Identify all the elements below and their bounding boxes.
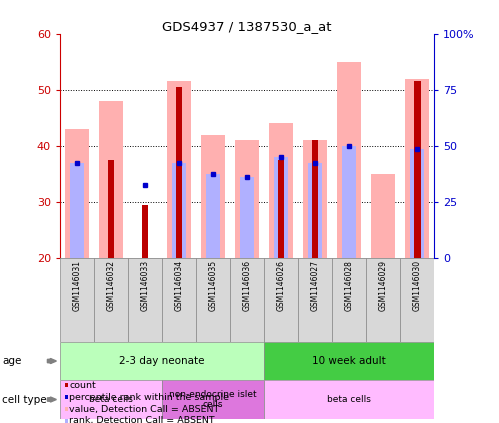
Bar <box>128 258 162 342</box>
Title: GDS4937 / 1387530_a_at: GDS4937 / 1387530_a_at <box>162 20 332 33</box>
Bar <box>70 162 84 258</box>
Text: count: count <box>69 381 96 390</box>
Text: GSM1146029: GSM1146029 <box>379 260 388 311</box>
Bar <box>107 160 114 258</box>
Bar <box>312 140 318 258</box>
Bar <box>240 177 254 258</box>
Bar <box>196 258 230 342</box>
Text: GSM1146032: GSM1146032 <box>106 260 115 311</box>
Bar <box>274 157 288 258</box>
Bar <box>332 258 366 342</box>
Text: non-endocrine islet
cells: non-endocrine islet cells <box>169 390 257 409</box>
Bar <box>60 342 264 380</box>
Bar <box>167 82 191 258</box>
Bar <box>142 205 148 258</box>
Text: GSM1146031: GSM1146031 <box>72 260 81 311</box>
Text: GSM1146036: GSM1146036 <box>243 260 251 311</box>
Bar <box>303 140 327 258</box>
Bar <box>400 258 434 342</box>
Text: GSM1146030: GSM1146030 <box>413 260 422 311</box>
Bar <box>269 124 293 258</box>
Bar <box>60 380 162 419</box>
Bar <box>337 62 361 258</box>
Bar <box>277 160 284 258</box>
Bar <box>99 101 123 258</box>
Text: rank, Detection Call = ABSENT: rank, Detection Call = ABSENT <box>69 416 215 423</box>
Bar <box>366 258 400 342</box>
Bar <box>94 258 128 342</box>
Text: percentile rank within the sample: percentile rank within the sample <box>69 393 230 402</box>
Bar <box>206 174 220 258</box>
Text: GSM1146026: GSM1146026 <box>276 260 285 311</box>
Bar <box>162 258 196 342</box>
Bar <box>342 146 356 258</box>
Bar <box>410 148 424 258</box>
Text: beta cells: beta cells <box>327 395 371 404</box>
Bar <box>235 140 259 258</box>
Bar <box>264 258 298 342</box>
Bar <box>176 87 182 258</box>
Bar <box>308 162 322 258</box>
Text: GSM1146033: GSM1146033 <box>140 260 149 311</box>
Bar <box>298 258 332 342</box>
Text: 10 week adult: 10 week adult <box>312 356 386 366</box>
Text: GSM1146035: GSM1146035 <box>209 260 218 311</box>
Bar <box>172 162 186 258</box>
Bar <box>371 174 395 258</box>
Text: value, Detection Call = ABSENT: value, Detection Call = ABSENT <box>69 404 220 414</box>
Bar <box>264 380 434 419</box>
Bar <box>405 79 429 258</box>
Text: GSM1146028: GSM1146028 <box>345 260 354 311</box>
Bar <box>65 129 89 258</box>
Text: GSM1146034: GSM1146034 <box>175 260 184 311</box>
Bar <box>264 342 434 380</box>
Bar <box>414 82 421 258</box>
Text: age: age <box>2 356 22 366</box>
Bar <box>60 258 94 342</box>
Text: cell type: cell type <box>2 395 47 404</box>
Text: 2-3 day neonate: 2-3 day neonate <box>119 356 205 366</box>
Bar <box>230 258 264 342</box>
Bar <box>162 380 264 419</box>
Text: GSM1146027: GSM1146027 <box>310 260 319 311</box>
Bar <box>201 135 225 258</box>
Text: beta cells: beta cells <box>89 395 133 404</box>
